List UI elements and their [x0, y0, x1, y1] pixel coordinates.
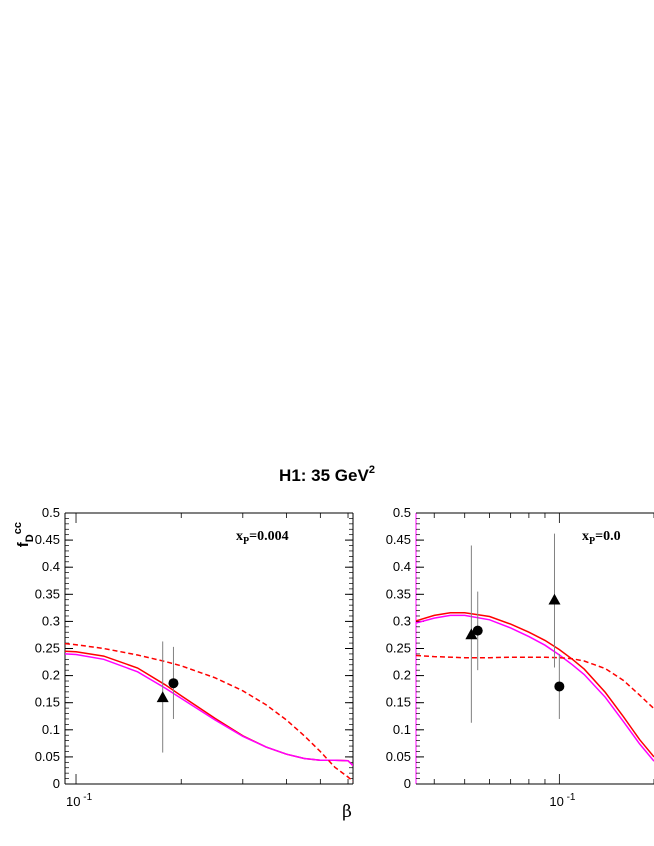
y-tick-label: 0.15: [35, 695, 60, 710]
y-axis-label: fDcc: [12, 522, 36, 547]
panel-left: fDcc β xP=0.004 0 0.05 0.1 0.15 0.2 0.25 0.3 0.…: [12, 505, 354, 822]
y-tick-label: 0: [404, 776, 411, 791]
data-point-triangle: [548, 593, 561, 605]
dashed-curve: [416, 654, 654, 710]
y-tick-label: 0.35: [35, 586, 60, 601]
figure-title: H1: 35 GeV2: [279, 464, 375, 485]
solid-curve: [65, 653, 353, 767]
x-tick-label: 10 -1: [66, 792, 93, 809]
y-tick-label: 0.15: [386, 695, 411, 710]
y-tick-label: 0.4: [393, 559, 411, 574]
solid-curve: [65, 650, 353, 767]
y-tick-label: 0.05: [35, 749, 60, 764]
y-tick-label: 0.25: [35, 641, 60, 656]
xp-annotation: xP=0.0: [582, 529, 621, 547]
data-point-circle: [168, 678, 179, 689]
solid-curve: [416, 611, 654, 758]
y-tick-label: 0.35: [386, 586, 411, 601]
x-axis-label: β: [342, 802, 352, 822]
solid-curve: [416, 614, 654, 762]
y-tick-label: 0.2: [42, 668, 60, 683]
xp-annotation: xP=0.004: [236, 529, 289, 547]
y-tick-label: 0.5: [42, 505, 60, 520]
y-tick-label: 0: [53, 776, 60, 791]
y-tick-label: 0.4: [42, 559, 60, 574]
data-point-triangle: [156, 691, 169, 703]
x-tick-label: 10 -1: [549, 792, 576, 809]
data-point-circle: [554, 681, 565, 692]
dashed-curve: [65, 642, 353, 782]
y-tick-label: 0.3: [393, 613, 411, 628]
y-tick-label: 0.05: [386, 749, 411, 764]
y-tick-label: 0.3: [42, 613, 60, 628]
panel-right: xP=0.0 0 0.05 0.1 0.15 0.2 0.25 0.3 0.35 0.4 0.45…: [386, 505, 654, 809]
data-point-circle: [472, 625, 483, 636]
y-tick-label: 0.2: [393, 668, 411, 683]
y-tick-label: 0.45: [35, 532, 60, 547]
y-tick-label: 0.25: [386, 641, 411, 656]
y-tick-label: 0.5: [393, 505, 411, 520]
y-tick-label: 0.45: [386, 532, 411, 547]
y-tick-label: 0.1: [42, 722, 60, 737]
y-tick-label: 0.1: [393, 722, 411, 737]
data-point-triangle: [465, 628, 478, 640]
